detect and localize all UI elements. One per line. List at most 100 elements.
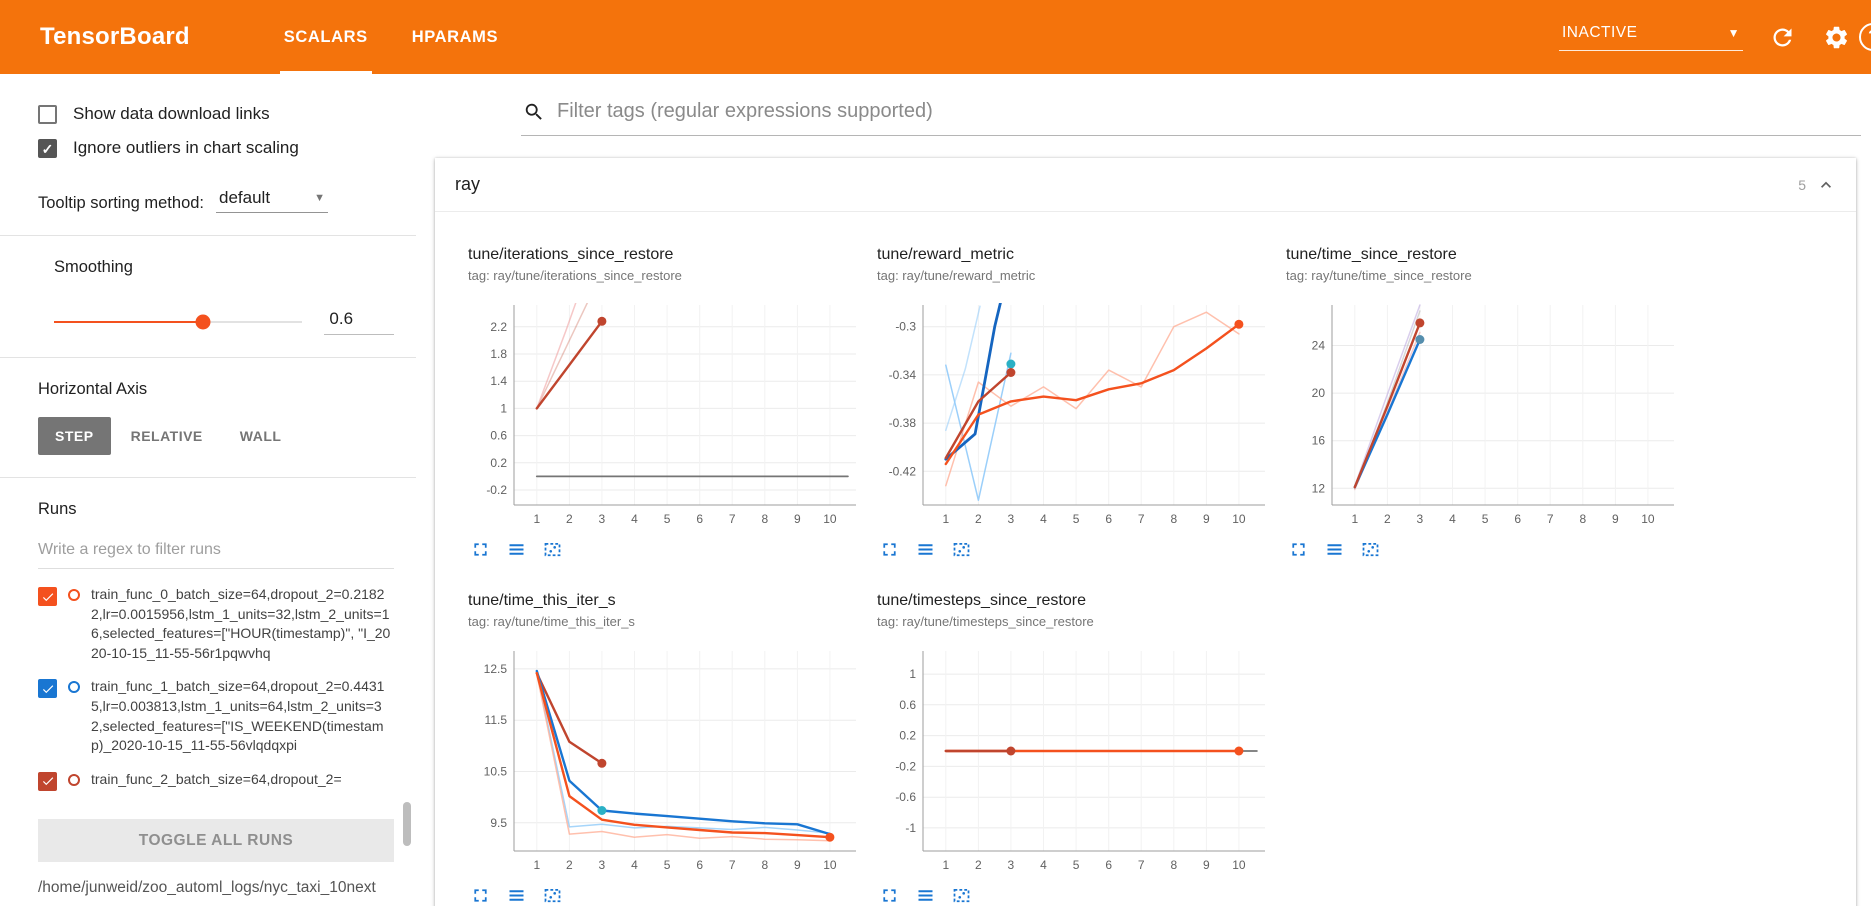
divider (0, 477, 416, 478)
runs-filter-input[interactable] (38, 531, 394, 569)
expand-icon (883, 889, 896, 902)
divider (0, 357, 416, 358)
svg-text:6: 6 (696, 512, 703, 526)
runs-selector-icon[interactable] (506, 885, 527, 906)
toggle-all-runs-button[interactable]: TOGGLE ALL RUNS (38, 819, 394, 862)
refresh-button[interactable] (1767, 22, 1797, 52)
run-radio[interactable] (68, 773, 80, 786)
chart-tag: tag: ray/tune/timesteps_since_restore (877, 614, 1094, 629)
chart-card: tune/timesteps_since_restore tag: ray/tun… (877, 592, 1286, 906)
svg-text:9: 9 (794, 512, 801, 526)
chart-tag: tag: ray/tune/iterations_since_restore (468, 268, 682, 283)
chart-title: tune/reward_metric (877, 246, 1014, 263)
chart-card: tune/reward_metric tag: ray/tune/reward_m… (877, 246, 1286, 560)
line-chart[interactable]: 1 0.6 0.2 -0.2 -0.6 -1 1 2 3 4 5 6 7 8 9 10 (877, 641, 1277, 881)
tab-hparams[interactable]: HPARAMS (411, 27, 499, 46)
run-item[interactable]: train_func_0_batch_size=64,dropout_2=0.2… (38, 585, 394, 663)
run-item[interactable]: train_func_2_batch_size=64,dropout_2= (38, 770, 394, 791)
runs-list-icon (509, 890, 524, 901)
slider-thumb[interactable] (195, 314, 211, 330)
tooltip-sorting-select[interactable]: default ▼ (216, 188, 329, 213)
expand-chart-icon[interactable] (879, 539, 900, 560)
expand-chart-icon[interactable] (1288, 539, 1309, 560)
run-label: train_func_0_batch_size=64,dropout_2=0.2… (91, 586, 391, 661)
line-chart[interactable]: -0.42 -0.38 -0.34 -0.3 1 2 3 4 5 6 7 8 9 10 (877, 295, 1277, 535)
svg-text:9: 9 (794, 858, 801, 872)
tooltip-sorting-value: default (219, 188, 271, 207)
axis-option-relative[interactable]: RELATIVE (114, 417, 220, 455)
fit-data-icon (953, 888, 970, 903)
svg-text:-0.2: -0.2 (895, 759, 916, 773)
svg-text:6: 6 (1105, 512, 1112, 526)
svg-text:-1: -1 (905, 821, 916, 835)
line-chart[interactable]: 9.5 10.5 11.5 12.5 1 2 3 4 5 6 7 8 9 10 (468, 641, 868, 881)
section-count: 5 (1798, 176, 1806, 193)
slider-fill (54, 321, 204, 323)
run-checkbox[interactable] (38, 587, 57, 606)
checkbox-icon[interactable] (38, 139, 57, 158)
checkbox-icon[interactable] (38, 105, 57, 124)
chevron-down-icon: ▼ (1727, 25, 1740, 40)
chart-card: tune/iterations_since_restore tag: ray/tu… (468, 246, 877, 560)
smoothing-slider[interactable] (54, 314, 303, 330)
fit-domain-icon[interactable] (951, 885, 972, 906)
svg-text:8: 8 (761, 858, 768, 872)
fit-data-icon (544, 542, 561, 557)
svg-text:3: 3 (1417, 512, 1424, 526)
svg-text:10.5: 10.5 (484, 765, 508, 779)
chart-card: tune/time_since_restore tag: ray/tune/tim… (1286, 246, 1695, 560)
run-label: train_func_1_batch_size=64,dropout_2=0.4… (91, 678, 385, 754)
chart-title: tune/time_since_restore (1286, 246, 1457, 263)
run-radio[interactable] (68, 589, 80, 601)
tag-group-header[interactable]: ray 5 (435, 158, 1856, 212)
fit-domain-icon[interactable] (542, 885, 563, 906)
axis-option-step[interactable]: STEP (38, 417, 111, 455)
chart-tag: tag: ray/tune/time_this_iter_s (468, 614, 635, 629)
smoothing-value[interactable]: 0.6 (324, 309, 394, 335)
fit-domain-icon[interactable] (542, 539, 563, 560)
run-checkbox[interactable] (38, 679, 57, 699)
show-download-links-checkbox[interactable]: Show data download links (38, 104, 394, 124)
runs-selector-icon[interactable] (1324, 539, 1345, 560)
svg-text:9.5: 9.5 (490, 816, 507, 830)
svg-text:-0.6: -0.6 (895, 790, 916, 804)
tab-bar: SCALARS HPARAMS (279, 0, 538, 74)
settings-button[interactable] (1821, 22, 1851, 52)
refresh-icon (1773, 28, 1791, 46)
tag-filter-input[interactable] (557, 100, 1859, 123)
svg-text:0.6: 0.6 (490, 429, 507, 443)
expand-chart-icon[interactable] (879, 885, 900, 906)
svg-text:8: 8 (1170, 512, 1177, 526)
runs-selector-icon[interactable] (506, 539, 527, 560)
expand-chart-icon[interactable] (470, 539, 491, 560)
fit-data-icon (544, 888, 561, 903)
chart-card: tune/time_this_iter_s tag: ray/tune/time_… (468, 592, 877, 906)
svg-text:1: 1 (533, 858, 540, 872)
ignore-outliers-checkbox[interactable]: Ignore outliers in chart scaling (38, 138, 394, 158)
runs-selector-icon[interactable] (915, 885, 936, 906)
svg-text:10: 10 (823, 512, 837, 526)
svg-text:2: 2 (1384, 512, 1391, 526)
svg-text:10: 10 (823, 858, 837, 872)
fit-domain-icon[interactable] (951, 539, 972, 560)
tag-group-card: ray 5 tune/iterations_since_restore tag: … (435, 158, 1856, 906)
chevron-up-icon[interactable] (1816, 175, 1836, 195)
scrollbar-thumb[interactable] (403, 802, 411, 846)
run-radio[interactable] (68, 681, 80, 694)
reload-status-dropdown[interactable]: INACTIVE ▼ (1559, 24, 1743, 51)
line-chart[interactable]: -0.2 0.2 0.6 1 1.4 1.8 2.2 1 2 3 4 5 6 7 8 9 10 (468, 295, 868, 535)
tab-scalars[interactable]: SCALARS (279, 0, 372, 74)
run-item[interactable]: train_func_1_batch_size=64,dropout_2=0.4… (38, 677, 394, 755)
runs-selector-icon[interactable] (915, 539, 936, 560)
expand-chart-icon[interactable] (470, 885, 491, 906)
tooltip-sorting-row: Tooltip sorting method: default ▼ (38, 188, 394, 213)
run-checkbox[interactable] (38, 771, 57, 791)
svg-text:3: 3 (1008, 512, 1015, 526)
svg-text:2: 2 (566, 512, 573, 526)
svg-text:7: 7 (1138, 512, 1145, 526)
axis-option-wall[interactable]: WALL (223, 417, 299, 455)
svg-text:-0.2: -0.2 (486, 483, 507, 497)
fit-domain-icon[interactable] (1360, 539, 1381, 560)
